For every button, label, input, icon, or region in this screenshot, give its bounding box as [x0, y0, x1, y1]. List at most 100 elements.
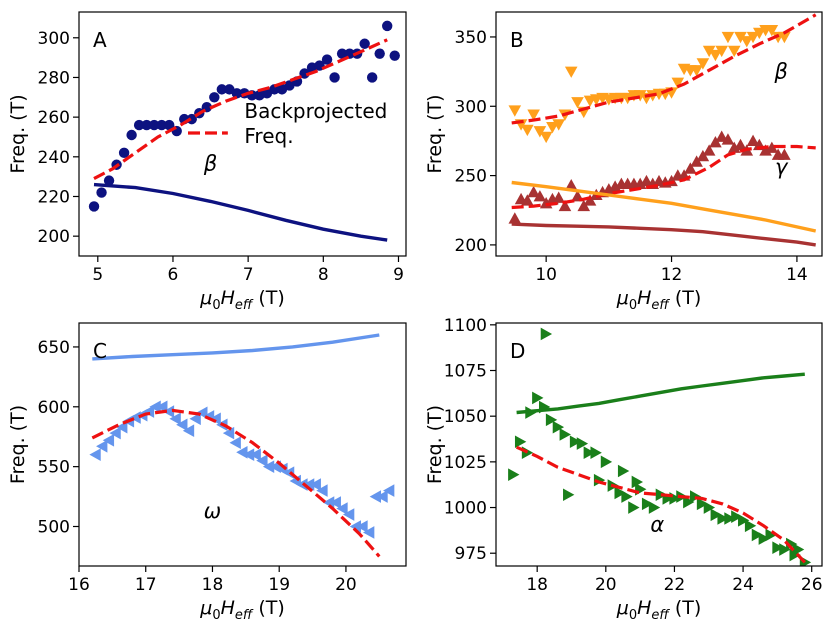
data-point [539, 131, 553, 144]
data-point [690, 155, 703, 167]
fit-line-fit [511, 13, 817, 125]
data-point [710, 508, 722, 522]
data-point [789, 548, 801, 562]
data-point [772, 541, 784, 555]
band-label: α [650, 512, 664, 536]
data-point [696, 58, 710, 70]
y-tick-label: 240 [38, 148, 70, 168]
data-point [133, 119, 145, 131]
y-tick-label: 650 [38, 338, 70, 358]
band-label: ω [204, 499, 222, 523]
data-point [109, 426, 121, 440]
data-point [209, 92, 220, 103]
data-point [236, 445, 248, 459]
data-point [583, 446, 595, 460]
data-point [563, 488, 575, 502]
data-point [88, 201, 100, 212]
x-tick-label: 24 [732, 575, 754, 595]
x-tick-label: 10 [535, 265, 557, 285]
y-tick-label: 280 [38, 68, 70, 88]
y-tick-label: 260 [38, 108, 70, 128]
x-tick-label: 7 [243, 265, 254, 285]
y-tick-label: 1075 [444, 362, 487, 382]
y-tick-label: 350 [455, 28, 487, 48]
y-axis-label: Freq. (T) [424, 405, 446, 484]
data-point [256, 454, 268, 467]
data-point [533, 190, 547, 202]
data-point [765, 24, 779, 37]
data-point [527, 185, 540, 198]
data-point [577, 199, 591, 212]
data-point [366, 72, 378, 83]
data-point [182, 424, 195, 438]
fit-line-fit [93, 38, 388, 181]
data-point [508, 212, 522, 224]
x-tick-label: 8 [318, 265, 329, 285]
x-tick-label: 5 [92, 265, 103, 285]
y-tick-label: 600 [38, 398, 70, 418]
x-tick-label: 19 [268, 575, 290, 595]
y-tick-label: 300 [455, 97, 487, 117]
data-point [758, 532, 770, 545]
plot-area [88, 20, 400, 242]
data-point [583, 194, 597, 206]
x-axis-label-unit: (T) [669, 597, 701, 619]
panel-b: 10 12 14 200 250 300 350 μ0Heff (T) Freq. (T) Bβ γ [424, 11, 823, 313]
band-label: γ [775, 155, 789, 179]
x-axis-label: μ0Heff (T) [199, 597, 285, 623]
x-axis-label-unit: (T) [669, 287, 701, 309]
data-point [316, 484, 328, 497]
plot-area [89, 333, 395, 558]
data-point [508, 468, 520, 481]
data-point [229, 436, 241, 450]
data-point [521, 124, 534, 137]
data-point [628, 501, 640, 514]
data-point [356, 520, 368, 533]
data-point [176, 418, 188, 432]
x-axis-label-h: H [221, 597, 235, 619]
y-axis-label: Freq. (T) [424, 94, 446, 173]
x-axis-label-mu: μ [199, 287, 212, 309]
data-point [103, 175, 115, 186]
data-point [731, 510, 743, 523]
data-point [89, 448, 101, 461]
band-label: β [203, 152, 217, 176]
x-axis-label-sub2: eff [235, 298, 254, 313]
backprojected-line-backprojected [92, 333, 380, 361]
data-point [359, 38, 370, 49]
data-point [552, 420, 565, 434]
x-tick-label: 18 [202, 575, 224, 595]
data-point [621, 490, 633, 503]
y-tick-label: 300 [38, 29, 70, 49]
x-axis-label-h: H [637, 597, 651, 619]
data-point [571, 97, 584, 109]
y-tick-label: 1000 [444, 499, 487, 519]
data-point [779, 543, 791, 556]
x-axis-label-sub2: eff [235, 608, 254, 623]
y-tick-label: 975 [455, 544, 487, 564]
data-point [738, 514, 750, 527]
data-point [721, 31, 735, 44]
backprojected-line-backprojected [93, 182, 388, 242]
panel-letter: D [510, 339, 525, 363]
data-point [508, 105, 522, 117]
data-point [648, 501, 661, 514]
data-point [533, 126, 547, 138]
x-axis-label-sub1: 0 [629, 298, 637, 313]
data-point [231, 88, 243, 99]
plot-area [508, 13, 817, 247]
axes-frame [78, 322, 407, 567]
data-point [349, 520, 361, 533]
x-axis-label-h: H [637, 287, 651, 309]
panel-letter: B [510, 28, 524, 52]
data-point [569, 435, 582, 449]
y-tick-label: 250 [455, 167, 487, 187]
data-point [724, 512, 736, 525]
data-point [778, 31, 791, 44]
data-point [746, 134, 760, 146]
data-point [329, 72, 340, 83]
x-axis-label: μ0Heff (T) [616, 597, 702, 623]
data-point [383, 484, 395, 497]
data-point [164, 119, 175, 131]
